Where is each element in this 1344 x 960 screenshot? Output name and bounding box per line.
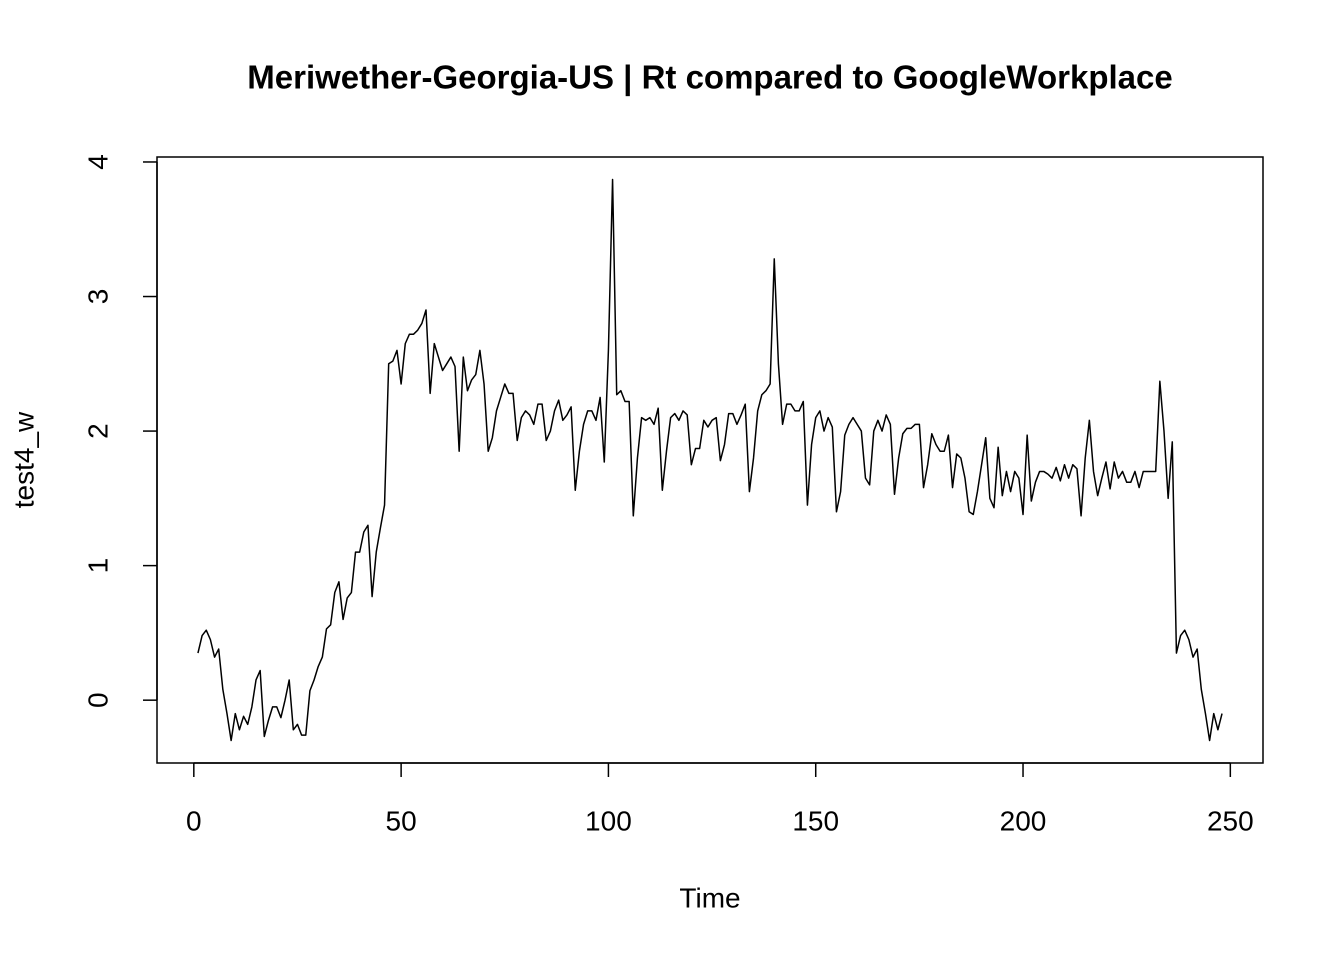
y-tick-label: 4: [82, 154, 113, 170]
x-tick-label: 250: [1207, 805, 1254, 836]
data-line: [197, 178, 1223, 742]
x-tick-label: 200: [1000, 805, 1047, 836]
chart-title: Meriwether-Georgia-US | Rt compared to G…: [247, 59, 1172, 96]
x-tick-label: 0: [186, 805, 202, 836]
y-tick-label: 0: [82, 692, 113, 708]
x-axis-label: Time: [679, 882, 740, 913]
x-tick-label: 100: [585, 805, 632, 836]
y-tick-label: 3: [82, 289, 113, 305]
x-tick-label: 150: [792, 805, 839, 836]
y-tick-label: 2: [82, 423, 113, 439]
x-tick-label: 50: [386, 805, 417, 836]
y-axis-label: test4_w: [8, 411, 39, 508]
y-tick-label: 1: [82, 558, 113, 574]
